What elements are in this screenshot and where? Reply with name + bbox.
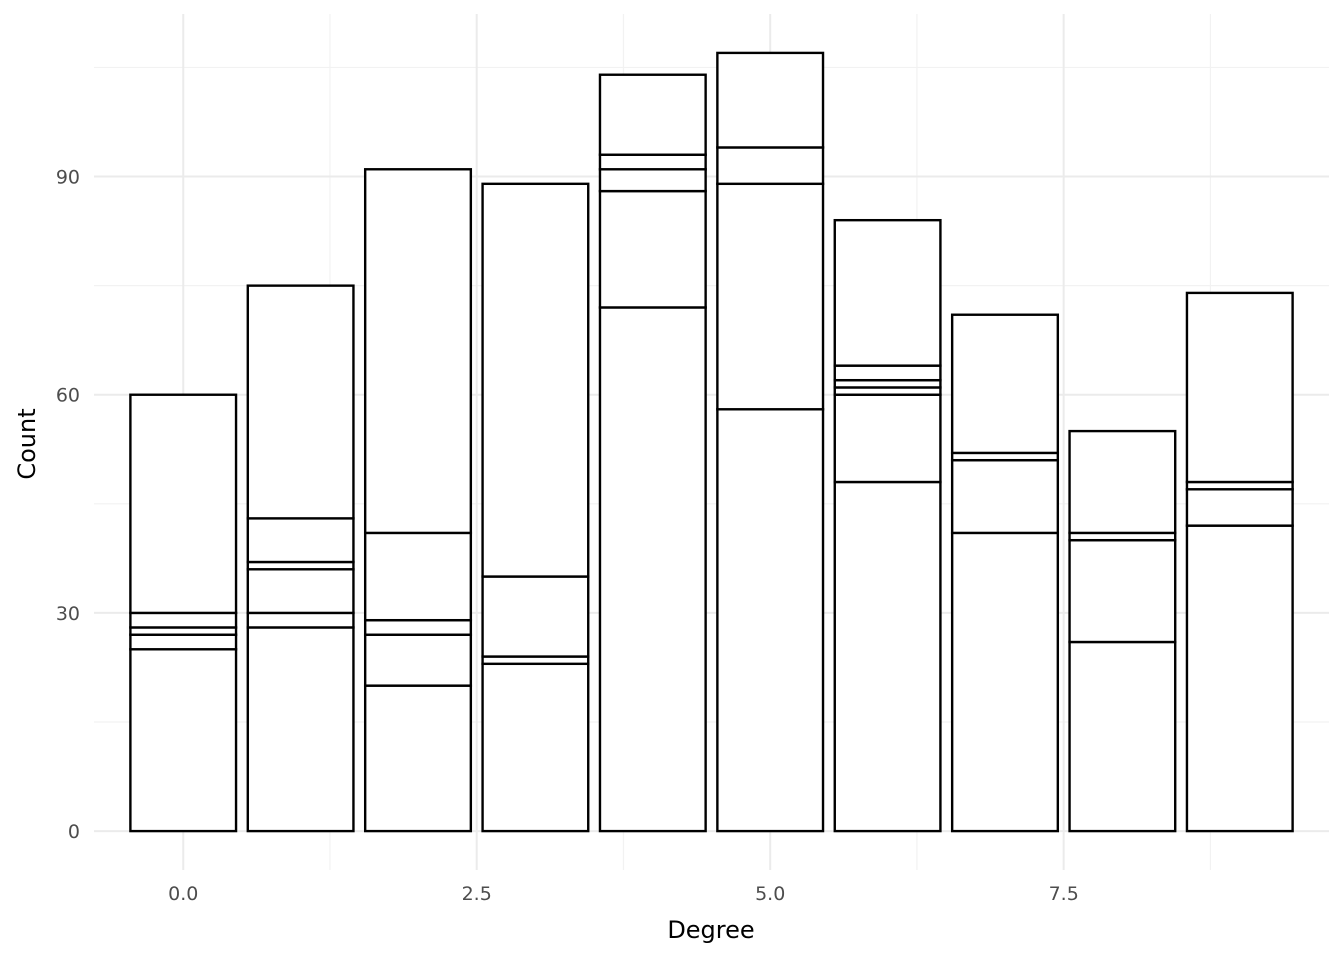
bar-segment — [598, 189, 707, 309]
bar-stack-9 — [1185, 291, 1294, 833]
bar-segment — [481, 662, 590, 833]
bar-segment — [716, 146, 825, 186]
bar-segment — [833, 218, 942, 367]
bar-segment — [1185, 291, 1294, 484]
bar-segment — [246, 626, 355, 833]
bar-segment — [246, 611, 355, 629]
bar-segment — [598, 153, 707, 171]
bar-segment — [246, 568, 355, 615]
bar-segment — [1068, 640, 1177, 833]
bar-stack-7 — [950, 313, 1060, 833]
bar-segment — [598, 168, 707, 193]
bar-stack-3 — [481, 182, 590, 833]
bar-segment — [833, 393, 942, 484]
bar-segment — [1185, 524, 1294, 833]
y-tick-label: 90 — [56, 167, 80, 189]
bar-segment — [598, 306, 707, 833]
bar-segment — [363, 684, 473, 833]
bar-segment — [833, 364, 942, 382]
bar-segment — [1068, 429, 1177, 535]
bar-segment — [246, 284, 355, 520]
bars — [129, 51, 1294, 833]
x-tick-label: 2.5 — [462, 883, 492, 905]
bar-segment — [950, 458, 1060, 535]
bar-segment — [129, 648, 238, 833]
y-axis-title: Count — [13, 408, 41, 479]
bar-segment — [481, 182, 590, 578]
bar-segment — [598, 73, 707, 156]
y-tick-label: 0 — [68, 821, 80, 843]
bar-segment — [950, 313, 1060, 455]
y-tick-label: 30 — [56, 603, 80, 625]
bar-segment — [246, 517, 355, 564]
bar-segment — [950, 531, 1060, 833]
bar-stack-5 — [716, 51, 825, 833]
bar-segment — [363, 633, 473, 687]
bar-segment — [129, 393, 238, 615]
bar-stack-1 — [246, 284, 355, 833]
bar-segment — [1068, 538, 1177, 644]
bar-stack-0 — [129, 393, 238, 833]
bar-segment — [481, 575, 590, 658]
bar-segment — [1185, 488, 1294, 527]
bar-segment — [129, 633, 238, 651]
bar-stack-6 — [833, 218, 942, 833]
x-tick-label: 0.0 — [168, 883, 198, 905]
bar-stack-4 — [598, 73, 707, 833]
bar-stack-2 — [363, 168, 473, 833]
y-tick-label: 60 — [56, 385, 80, 407]
bar-segment — [363, 618, 473, 636]
bar-segment — [363, 168, 473, 535]
x-axis-title: Degree — [667, 916, 754, 944]
bar-stack-8 — [1068, 429, 1177, 833]
x-axis-ticks: 0.0 2.5 5.0 7.5 — [168, 883, 1079, 905]
y-axis-ticks: 0 30 60 90 — [56, 167, 80, 844]
bar-segment — [716, 408, 825, 833]
bar-segment — [716, 51, 825, 149]
bar-segment — [129, 611, 238, 629]
x-tick-label: 5.0 — [755, 883, 785, 905]
bar-segment — [833, 480, 942, 833]
x-tick-label: 7.5 — [1049, 883, 1079, 905]
bar-segment — [716, 182, 825, 411]
bar-segment — [363, 531, 473, 622]
